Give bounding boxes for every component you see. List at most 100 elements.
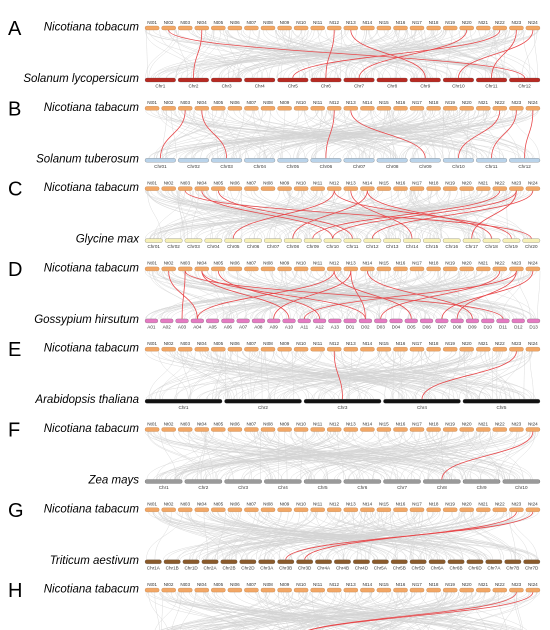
- bottom-chromosome-bar: [390, 559, 408, 564]
- top-chromosome-bar: [442, 25, 458, 31]
- gray-synteny-link: [406, 511, 438, 560]
- gray-synteny-link: [258, 592, 306, 630]
- top-chromosome-bar: [144, 25, 160, 31]
- bottom-chromosome-label: Chr1: [159, 485, 169, 490]
- bottom-chromosome-bar: [502, 479, 541, 484]
- bottom-chromosome-label: Chr10: [515, 485, 528, 490]
- gray-synteny-link: [145, 190, 330, 239]
- top-chromosome-bar: [293, 427, 309, 432]
- top-chromosome-label: Nt13: [346, 341, 356, 346]
- gray-synteny-link: [182, 270, 424, 319]
- red-collinear-link: [332, 190, 517, 239]
- top-chromosome-label: Nt23: [512, 180, 522, 185]
- gray-synteny-link: [287, 190, 358, 239]
- top-chromosome-label: Nt04: [197, 20, 207, 25]
- gray-synteny-link: [175, 351, 196, 400]
- bottom-chromosome-label: Chr2: [258, 405, 268, 410]
- bottom-chromosome-bar: [164, 238, 183, 243]
- top-chromosome-bar: [376, 266, 392, 272]
- top-chromosome-bar: [211, 427, 226, 432]
- gray-synteny-link: [252, 431, 497, 480]
- top-chromosome-bar: [343, 587, 359, 593]
- red-collinear-link: [196, 270, 335, 319]
- red-collinear-link: [421, 351, 517, 400]
- background-synteny-links: [144, 351, 536, 400]
- top-chromosome-label: Nt23: [512, 341, 522, 346]
- gray-synteny-link: [200, 351, 246, 400]
- top-chromosome-label: Nt24: [528, 180, 538, 185]
- bottom-chromosome-label: Chr10: [452, 84, 465, 89]
- gray-synteny-link: [203, 431, 234, 480]
- bottom-chromosome-label: Chr03: [187, 244, 200, 249]
- top-chromosome-label: Nt02: [164, 341, 174, 346]
- top-chromosome-label: Nt07: [247, 180, 257, 185]
- gray-synteny-link: [154, 592, 179, 630]
- top-chromosome-label: Nt07: [247, 261, 257, 266]
- gray-synteny-link: [254, 270, 460, 319]
- top-chromosome-label: Nt21: [478, 421, 488, 426]
- bottom-chromosome-label: Chr17: [465, 244, 478, 249]
- top-chromosome-bar: [227, 427, 243, 432]
- gray-synteny-link: [394, 270, 469, 319]
- gray-synteny-link: [156, 431, 214, 480]
- gray-synteny-link: [189, 351, 222, 400]
- top-chromosome-bar: [459, 347, 474, 352]
- gray-synteny-link: [278, 592, 416, 630]
- top-chromosome-label: Nt04: [197, 502, 207, 507]
- top-chromosome-label: Nt04: [197, 261, 207, 266]
- gray-synteny-link: [430, 29, 501, 79]
- gray-synteny-link: [194, 592, 335, 630]
- red-collinear-link: [307, 591, 517, 630]
- red-collinear-link: [333, 270, 412, 319]
- gray-synteny-link: [349, 511, 498, 560]
- gray-synteny-link: [458, 29, 492, 79]
- gray-synteny-link: [334, 431, 532, 480]
- gray-synteny-link: [185, 270, 318, 319]
- gray-synteny-link: [212, 110, 219, 159]
- red-collinear-link: [350, 110, 426, 159]
- bottom-chromosome-bar: [201, 559, 219, 564]
- gray-synteny-link: [400, 351, 403, 400]
- top-chromosome-bar: [476, 587, 491, 593]
- top-chromosome-bar: [376, 106, 392, 111]
- top-chromosome-label: Nt06: [230, 421, 240, 426]
- bottom-chromosome-bar: [163, 559, 181, 564]
- top-chromosome-bar: [360, 25, 375, 31]
- top-chromosome-label: Nt21: [478, 180, 488, 185]
- gray-synteny-link: [192, 511, 240, 560]
- bottom-chromosome-bar: [144, 479, 183, 484]
- gray-synteny-link: [427, 511, 464, 560]
- panel-b: Nt01 Nt02 Nt03 Nt04 Nt05 Nt06 Nt07 Nt08 Nt09 Nt10…: [8, 98, 541, 169]
- top-chromosome-bar: [426, 106, 441, 111]
- gray-synteny-link: [277, 110, 477, 159]
- gray-synteny-link: [232, 29, 251, 79]
- bottom-chromosome-label: D07: [438, 325, 447, 330]
- top-chromosome-label: Nt24: [528, 100, 538, 105]
- top-chromosome-bar: [177, 507, 193, 512]
- bottom-chromosome-label: Chr20: [525, 244, 538, 249]
- gray-synteny-link: [391, 110, 437, 159]
- gray-synteny-link: [311, 29, 538, 79]
- gray-synteny-link: [334, 431, 472, 480]
- bottom-chromosome-label: D12: [514, 325, 523, 330]
- gray-synteny-link: [145, 351, 487, 400]
- gray-synteny-link: [374, 592, 427, 630]
- red-collinear-link: [325, 29, 335, 79]
- bottom-chromosome-bar: [244, 77, 276, 83]
- gray-synteny-link: [176, 511, 395, 560]
- top-chromosome-bar: [442, 106, 458, 111]
- gray-synteny-link: [192, 431, 390, 480]
- gray-synteny-link: [283, 190, 350, 239]
- gray-synteny-link: [515, 592, 523, 630]
- gray-synteny-link: [242, 351, 410, 400]
- gray-synteny-link: [208, 431, 448, 480]
- gray-synteny-link: [293, 351, 489, 400]
- gray-synteny-link: [329, 511, 538, 560]
- top-chromosome-label: Nt05: [213, 341, 223, 346]
- top-chromosome-bar: [509, 587, 524, 593]
- bottom-chromosome-bar: [403, 238, 421, 243]
- top-chromosome-bar: [393, 266, 408, 272]
- bottom-chromosome-label: Chr2A: [203, 565, 217, 570]
- bottom-chromosome-bar: [323, 238, 342, 243]
- gray-synteny-link: [268, 511, 537, 560]
